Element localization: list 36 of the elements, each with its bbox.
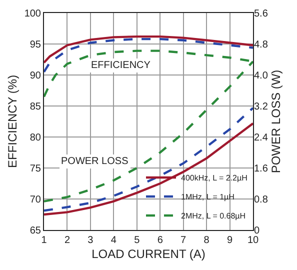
y-tick-label: 100 bbox=[24, 8, 42, 20]
y-tick-label: 75 bbox=[30, 164, 42, 174]
legend-label: 1MHz, L = 1µH bbox=[181, 192, 235, 202]
y2-tick-label: 3.2 bbox=[254, 102, 268, 112]
x-axis-title: LOAD CURRENT (A) bbox=[92, 246, 206, 261]
x-tick-label: 3 bbox=[88, 235, 94, 246]
x-tick-label: 10 bbox=[247, 235, 259, 246]
y-tick-label: 90 bbox=[30, 70, 42, 82]
y-tick-label: 80 bbox=[30, 132, 42, 144]
annotation: EFFICIENCY bbox=[91, 60, 151, 71]
y2-tick-label: 5.6 bbox=[254, 8, 268, 20]
y-tick-label: 85 bbox=[30, 102, 42, 112]
y2-tick-label: 4.8 bbox=[254, 40, 268, 50]
x-tick-label: 4 bbox=[110, 235, 117, 246]
legend-label: 2MHz, L = 0.68µH bbox=[181, 212, 246, 221]
y2-tick-label: 0 bbox=[254, 226, 260, 236]
y2-tick-label: 4.0 bbox=[254, 70, 268, 82]
x-tick-label: 9 bbox=[227, 235, 233, 246]
y2-axis-title: POWER LOSS (W) bbox=[269, 70, 284, 174]
x-tick-label: 8 bbox=[204, 235, 210, 246]
annotation: POWER LOSS bbox=[61, 156, 129, 167]
y-tick-label: 70 bbox=[30, 194, 42, 206]
x-tick-label: 6 bbox=[157, 235, 164, 246]
y-tick-label: 95 bbox=[30, 40, 42, 50]
line-series bbox=[44, 38, 253, 73]
line-series bbox=[44, 106, 253, 212]
y2-tick-label: 1.6 bbox=[254, 164, 268, 174]
x-tick-label: 5 bbox=[134, 235, 140, 246]
legend-label: 400kHz, L = 2.2µH bbox=[181, 174, 248, 183]
x-tick-label: 1 bbox=[41, 235, 48, 246]
y-axis-title: EFFICIENCY (%) bbox=[6, 74, 20, 168]
y2-tick-label: 0.8 bbox=[254, 194, 268, 206]
y2-tick-label: 2.4 bbox=[254, 132, 268, 144]
x-tick-label: 7 bbox=[180, 235, 187, 246]
y-tick-label: 65 bbox=[30, 226, 42, 236]
x-tick-label: 2 bbox=[64, 235, 70, 246]
